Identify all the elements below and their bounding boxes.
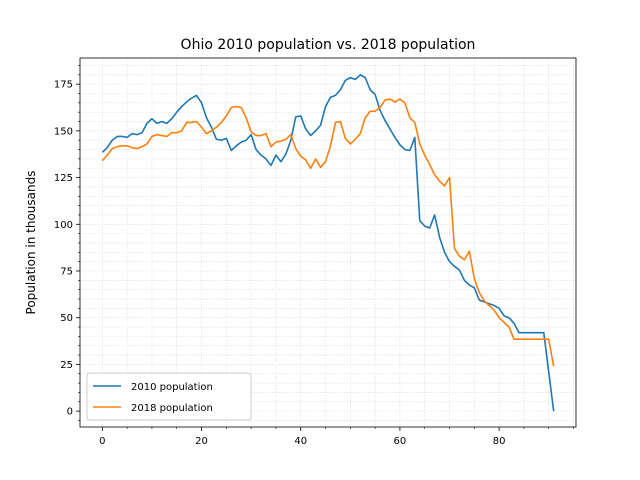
x-tick-label: 40 <box>294 436 307 447</box>
plot-frame <box>79 57 577 428</box>
y-tick-label: 75 <box>60 266 73 277</box>
y-tick-label: 125 <box>54 173 73 184</box>
x-tick-label: 0 <box>99 436 105 447</box>
legend-label-2018: 2018 population <box>131 403 213 414</box>
x-tick-label: 60 <box>394 436 407 447</box>
series-line-2018 <box>101 98 555 367</box>
series-lines <box>101 74 555 412</box>
chart-title: Ohio 2010 population vs. 2018 population <box>181 37 476 53</box>
x-tick-label: 80 <box>493 436 506 447</box>
series-line-2010 <box>101 74 555 412</box>
legend-label-2010: 2010 population <box>131 382 213 393</box>
y-tick-label: 175 <box>54 80 73 91</box>
y-axis-title: Population in thousands <box>24 171 38 315</box>
y-tick-label: 25 <box>60 360 73 371</box>
legend-box <box>86 372 252 421</box>
legend: 2010 population 2018 population <box>86 372 252 421</box>
y-tick-label: 150 <box>54 126 73 137</box>
y-tick-label: 100 <box>54 220 73 231</box>
y-tick-label: 0 <box>67 407 73 418</box>
axis-ticks: 0 20 40 60 80 0 25 50 75 100 125 150 175 <box>54 65 574 447</box>
x-tick-label: 20 <box>195 436 208 447</box>
y-tick-label: 50 <box>60 313 73 324</box>
